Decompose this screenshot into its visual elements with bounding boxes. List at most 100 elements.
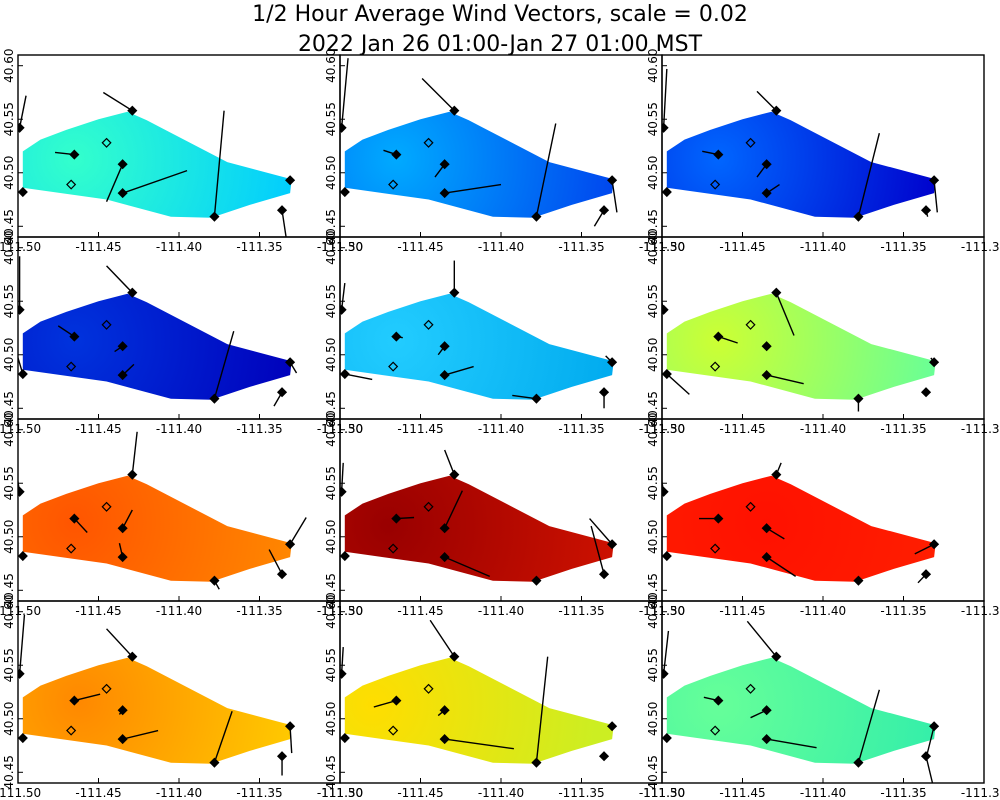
x-tick-label: -111.40	[800, 422, 846, 436]
station-marker-S2	[662, 732, 672, 744]
y-tick-label: 40.60	[324, 231, 338, 265]
x-tick-label: -111.45	[397, 786, 443, 800]
station-marker-S3	[69, 513, 80, 524]
station-marker-S1	[662, 304, 669, 315]
wind-vector-S9	[857, 132, 881, 217]
panel-12: -111.50-111.45-111.40-111.35-111.3040.45…	[639, 595, 1000, 800]
field-polygon	[666, 293, 936, 400]
station-marker-S3	[713, 513, 724, 524]
station-marker-S10	[607, 721, 618, 732]
panel-content	[662, 68, 940, 222]
station-marker-S9	[209, 211, 220, 222]
x-tick-label: -111.50	[0, 786, 41, 800]
y-tick-label: 40.60	[2, 413, 16, 447]
panel-content	[662, 287, 940, 412]
station-marker-S7	[117, 188, 128, 199]
station-marker-S6	[761, 341, 772, 352]
station-marker-S6	[117, 341, 128, 352]
station-marker-S4	[710, 543, 721, 554]
station-marker-S2	[340, 186, 350, 198]
wind-vector-S2	[666, 373, 690, 395]
wind-vector-S8	[106, 628, 133, 658]
station-marker-S9	[531, 211, 542, 222]
station-marker-S8	[449, 287, 460, 298]
station-marker-S10	[607, 357, 618, 368]
station-marker-S9	[531, 393, 542, 404]
y-tick-label: 40.60	[2, 231, 16, 265]
wind-vector-S6	[105, 163, 124, 202]
y-tick-label: 40.50	[646, 520, 660, 554]
station-marker-S5	[101, 319, 112, 330]
panel-content	[340, 260, 618, 409]
wind-vector-S8	[775, 292, 795, 336]
station-marker-S3	[69, 695, 80, 706]
panel-content	[340, 58, 618, 227]
wind-vector-S2	[344, 373, 373, 381]
station-marker-S9	[853, 393, 864, 404]
station-marker-S8	[449, 469, 460, 480]
y-tick-label: 40.45	[2, 755, 16, 789]
wind-vector-S8	[756, 90, 777, 112]
station-marker-S2	[340, 550, 350, 562]
station-marker-S2	[18, 368, 28, 380]
wind-vector-S11	[925, 756, 934, 783]
y-tick-label: 40.50	[2, 156, 16, 190]
station-marker-S2	[662, 550, 672, 562]
y-tick-label: 40.50	[2, 702, 16, 736]
station-marker-S4	[388, 725, 399, 736]
station-marker-S9	[209, 575, 220, 586]
x-tick-label: -111.50	[317, 786, 363, 800]
x-tick-label: -111.35	[558, 422, 604, 436]
wind-vector-S1	[340, 58, 349, 128]
x-tick-label: -111.35	[236, 240, 282, 254]
y-tick-label: 40.45	[324, 209, 338, 243]
station-marker-S8	[771, 287, 782, 298]
x-tick-label: -111.40	[800, 786, 846, 800]
y-tick-label: 40.45	[324, 755, 338, 789]
station-marker-S5	[423, 137, 434, 148]
station-marker-S5	[423, 319, 434, 330]
station-marker-S4	[66, 179, 77, 190]
wind-vector-S7	[444, 738, 514, 750]
y-tick-label: 40.60	[324, 49, 338, 83]
station-marker-S3	[391, 331, 402, 342]
station-marker-S5	[745, 319, 756, 330]
station-marker-S6	[439, 159, 450, 170]
panel-content	[340, 449, 618, 586]
y-tick-label: 40.55	[2, 102, 16, 136]
wind-vector-S8	[106, 265, 133, 294]
station-marker-S3	[713, 331, 724, 342]
station-marker-S4	[710, 725, 721, 736]
y-tick-label: 40.60	[2, 595, 16, 629]
y-tick-label: 40.55	[324, 466, 338, 500]
chart-title: 1/2 Hour Average Wind Vectors, scale = 0…	[252, 2, 748, 27]
wind-vector-S8	[421, 78, 455, 112]
station-marker-S6	[117, 159, 128, 170]
x-tick-label: -111.40	[156, 422, 202, 436]
wind-vector-S8	[131, 431, 138, 475]
station-marker-S7	[439, 734, 450, 745]
x-tick-label: -111.30	[961, 240, 1000, 254]
station-marker-S11	[920, 205, 932, 216]
station-marker-S2	[662, 368, 672, 380]
wind-vector-S9	[857, 689, 881, 763]
y-tick-label: 40.45	[646, 391, 660, 425]
station-marker-S6	[761, 523, 772, 534]
station-marker-S2	[18, 550, 28, 562]
station-marker-S10	[285, 357, 296, 368]
station-marker-S1	[340, 122, 347, 133]
wind-vector-S9	[535, 656, 549, 763]
wind-vector-S8	[429, 619, 455, 658]
panel-2: -111.50 -111.45 -111.40 -111.35 -111.3040.45…	[317, 49, 685, 254]
station-marker-S11	[276, 751, 288, 762]
panel-3: -111.50-111.45-111.40-111.35-111.3040.45…	[639, 49, 1000, 254]
station-marker-S7	[761, 370, 772, 381]
y-tick-label: 40.60	[324, 413, 338, 447]
station-marker-S6	[761, 705, 772, 716]
x-tick-label: -111.35	[880, 786, 926, 800]
field-polygon	[22, 293, 292, 400]
wind-vector-S7	[766, 738, 817, 749]
station-marker-S8	[127, 287, 138, 298]
station-marker-S7	[439, 552, 450, 563]
station-marker-S2	[340, 732, 350, 744]
